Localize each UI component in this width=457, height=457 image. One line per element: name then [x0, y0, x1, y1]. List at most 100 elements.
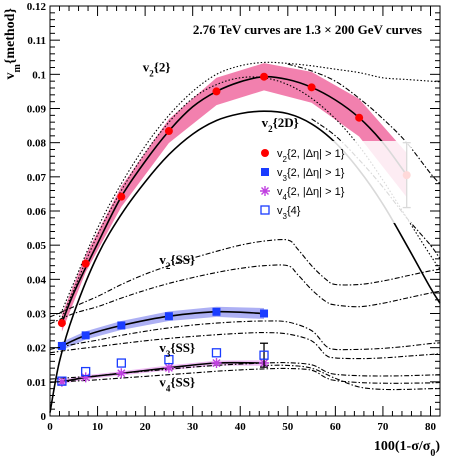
- point-v3-2-1: [260, 309, 269, 318]
- x-tick-label: 80: [425, 421, 437, 433]
- point-v2-2-1: [57, 319, 66, 328]
- curve-label-sub: 4: [166, 383, 171, 393]
- curve-label: v4{SS}: [159, 374, 195, 393]
- y-tick-label: 0.05: [27, 240, 47, 252]
- curve-lower-dashdot-tail: [263, 364, 441, 391]
- point-v3-4: [259, 350, 269, 360]
- band-v3-2-1: [61, 306, 265, 351]
- x-tick-label: 50: [282, 421, 294, 433]
- x-tick-label: 60: [330, 421, 342, 433]
- curve-label: v2{2}: [143, 60, 171, 79]
- x-tick-label: 30: [187, 421, 199, 433]
- curve-label: v2{2D}: [262, 115, 299, 134]
- legend-entry-rest: {2, |Δη| > 1}: [287, 186, 345, 198]
- legend-entry: v2{2, |Δη| > 1}: [277, 148, 345, 164]
- legend-entry: v4{2, |Δη| > 1}: [277, 186, 345, 202]
- x-tick-label: 70: [377, 421, 389, 433]
- y-tick-label: 0.03: [27, 309, 47, 321]
- point-v3-4: [57, 376, 67, 386]
- point-v4-2-1: [116, 368, 127, 379]
- curve-label-main: v: [159, 340, 166, 355]
- y-tick-label: 0.01: [27, 377, 46, 389]
- y-axis-title-rest: {method}: [3, 8, 18, 65]
- x-axis-title-end: ): [435, 439, 440, 454]
- point-v4-2-1: [56, 376, 67, 387]
- legend-marker: [261, 168, 269, 176]
- legend-entry: v3{2, |Δη| > 1}: [277, 167, 345, 183]
- point-v3-2-1: [57, 341, 66, 350]
- x-axis-title-sub: 0: [430, 448, 435, 457]
- legend-entry-sub: 3: [283, 212, 288, 221]
- legend-entry-main: v: [277, 205, 283, 217]
- legend-background: [253, 141, 411, 223]
- point-v3-2-1: [81, 331, 90, 340]
- legend-entry: v3{4}: [277, 205, 301, 221]
- curve-label-main: v: [262, 115, 269, 130]
- curve-label-rest: {SS}: [170, 340, 195, 355]
- legend-entry-rest: {2, |Δη| > 1}: [287, 148, 345, 160]
- point-v4-2-1: [80, 372, 91, 383]
- y-tick-label: 0.04: [27, 274, 47, 286]
- curve-label-sub: 2: [268, 124, 273, 134]
- point-v3-4: [116, 358, 126, 368]
- curve-v2-2-fit: [61, 75, 408, 324]
- point-v4-2-1: [211, 358, 222, 368]
- legend-entry-rest: {4}: [287, 205, 301, 217]
- point-v2-2-1: [355, 113, 364, 122]
- curve-label-rest: {2D}: [273, 115, 299, 130]
- curve-v2-ss-upper: [49, 238, 441, 318]
- y-tick-label: 0.06: [27, 206, 47, 218]
- point-v3-4: [211, 348, 222, 358]
- y-tick-label: 0.12: [27, 1, 47, 13]
- point-v3-4: [164, 354, 174, 365]
- legend-entry-sub: 4: [283, 193, 288, 202]
- curve-label-main: v: [159, 252, 166, 267]
- x-tick-label: 20: [140, 421, 152, 433]
- legend-entry-sub: 2: [283, 155, 288, 164]
- point-v4-2-1: [163, 362, 174, 373]
- legend-entry-main: v: [277, 167, 283, 179]
- point-v2-2-1: [260, 72, 269, 81]
- point-v3-2-1: [164, 312, 173, 321]
- curve-label: v3{SS}: [159, 340, 195, 359]
- legend-marker: [260, 205, 270, 215]
- y-tick-label: 0.1: [32, 69, 46, 81]
- curve-label-sub: 2: [149, 69, 154, 79]
- y-tick-label: 0.09: [27, 104, 47, 116]
- x-tick-label: 10: [92, 421, 104, 433]
- legend-entry-rest: {2, |Δη| > 1}: [287, 167, 345, 179]
- point-v2-2-1: [117, 192, 126, 201]
- curve-label-rest: {SS}: [170, 252, 195, 267]
- y-tick-label: 0.11: [27, 35, 46, 47]
- curve-labels: v2{2}v2{2D}v2{SS}v3{SS}v4{SS}: [143, 60, 299, 394]
- x-tick-label: 0: [47, 421, 53, 433]
- y-axis-title-sub: m: [12, 64, 23, 73]
- y-tick-label: 0.02: [27, 343, 47, 355]
- point-v3-4: [81, 366, 91, 377]
- y-tick-label: 0.07: [27, 172, 47, 184]
- curve-label-rest: {SS}: [170, 374, 195, 389]
- axes: 0 10 20 30 40 50 60 70 80 0 0.01 0.02 0.03 0.04 0.05 0.…: [27, 1, 440, 433]
- y-axis-title: vm{method}: [3, 8, 23, 80]
- y-tick-label: 0.08: [27, 138, 47, 150]
- curve-label-sub: 2: [166, 261, 171, 271]
- curve-v2-ss-lower: [49, 264, 441, 325]
- energy-note: 2.76 TeV curves are 1.3 × 200 GeV curves: [193, 22, 422, 37]
- legend-entry-main: v: [277, 186, 283, 198]
- curve-label-main: v: [143, 60, 150, 75]
- legend: v2{2, |Δη| > 1}v3{2, |Δη| > 1}v4{2, |Δη|…: [253, 141, 411, 223]
- point-v3-2-1: [212, 307, 221, 316]
- y-axis-title-main: v: [3, 73, 18, 80]
- legend-entry-sub: 3: [283, 174, 288, 183]
- y-tick-label: 0: [41, 411, 47, 423]
- legend-entry-main: v: [277, 148, 283, 160]
- x-axis-title: 100(1-σ/σ0): [374, 439, 440, 457]
- curve-label-sub: 3: [166, 349, 171, 359]
- curve-v2-2-band-dashdot: [287, 63, 441, 185]
- curve-v3-ss-upper: [49, 320, 441, 351]
- curve-label: v2{SS}: [159, 252, 195, 271]
- curve-label-main: v: [159, 374, 166, 389]
- x-tick-label: 40: [235, 421, 247, 433]
